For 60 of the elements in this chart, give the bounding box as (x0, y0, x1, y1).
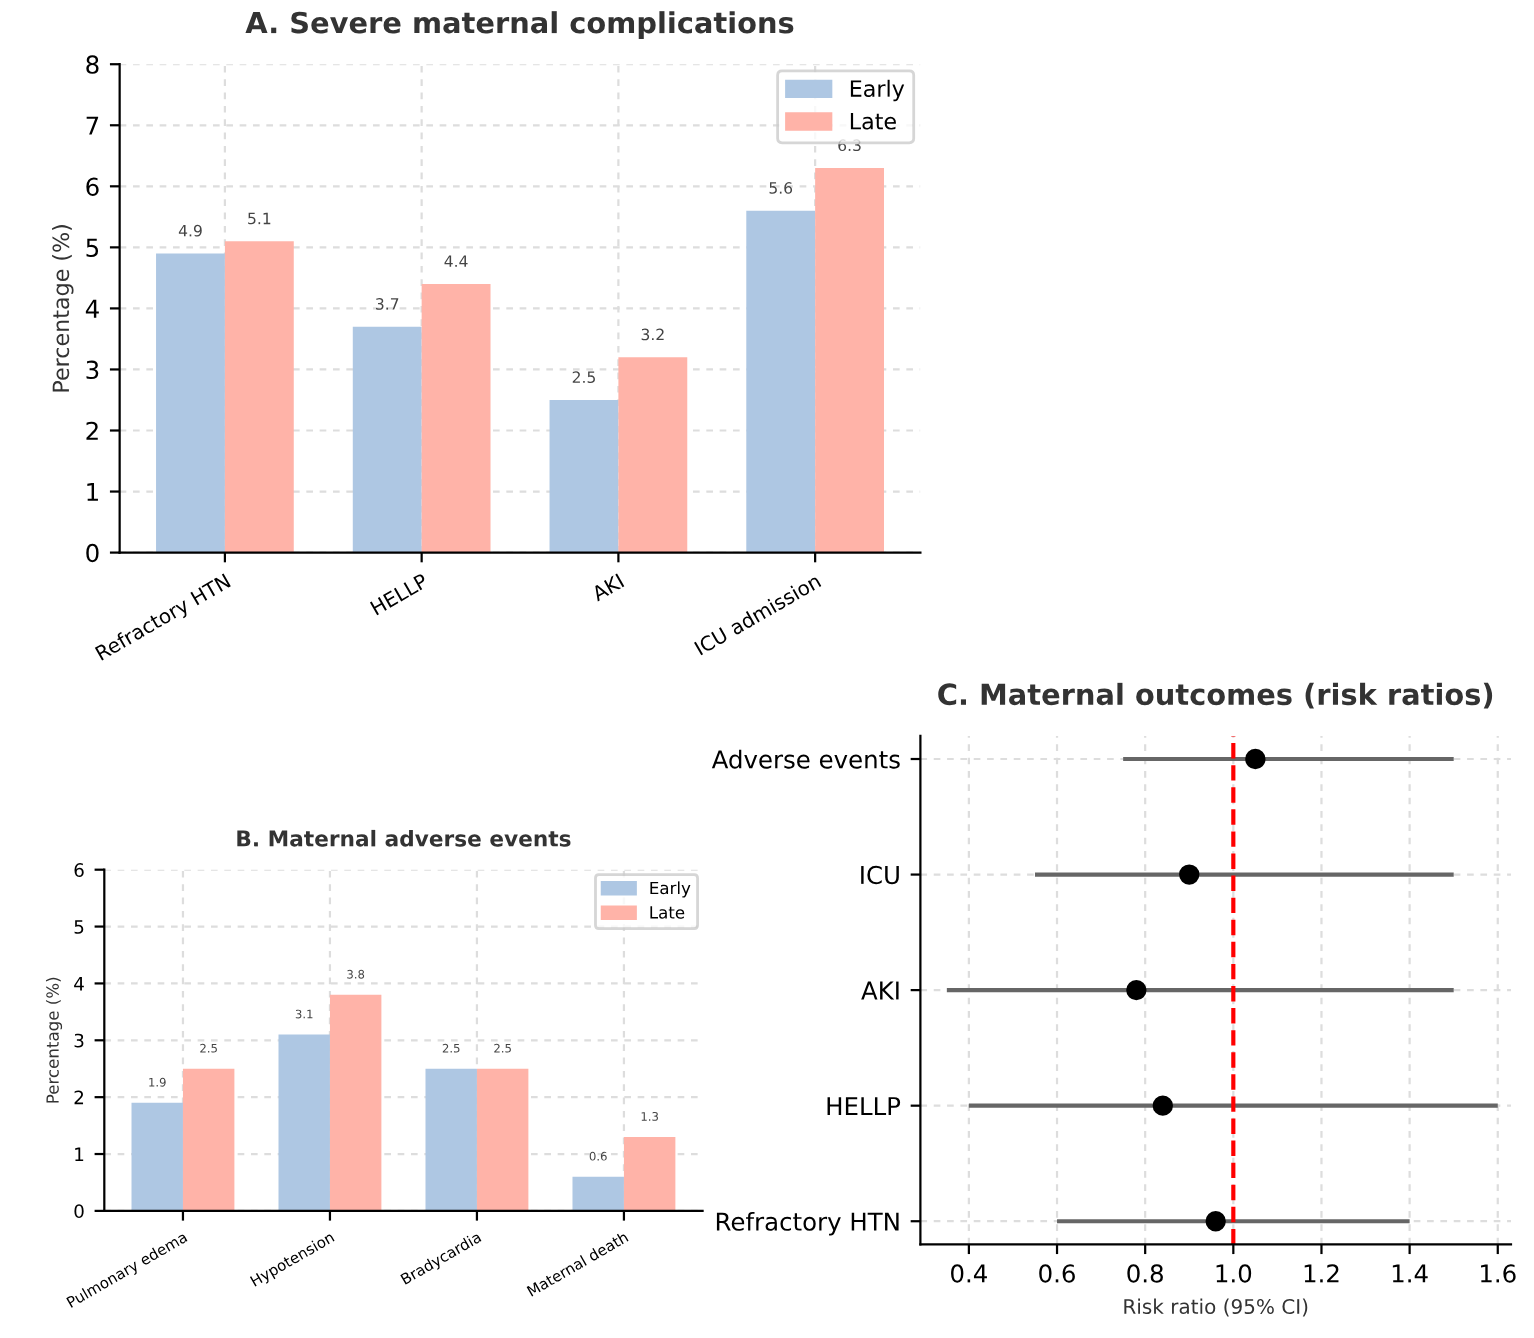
bar (746, 210, 816, 553)
y-tick-label: 5 (86, 238, 99, 257)
y-tick-label: 4 (85, 299, 99, 318)
y-tick-label: 3 (74, 1033, 84, 1048)
x-tick-label: 0.8 (1127, 1264, 1163, 1283)
x-tick-label: 1.0 (1216, 1264, 1252, 1283)
chart-title: B. Maternal adverse events (237, 829, 571, 847)
chart-title: C. Maternal outcomes (risk ratios) (938, 682, 1493, 709)
y-tick-label: 7 (86, 116, 99, 135)
point (1152, 1095, 1173, 1116)
x-tick-label: 0.6 (1039, 1264, 1075, 1283)
y-tick-label: Adverse events (711, 749, 900, 769)
y-tick-label: 2 (86, 421, 98, 440)
x-tick-label: 1.6 (1481, 1264, 1516, 1283)
bar (476, 1068, 529, 1211)
bar (131, 1102, 183, 1211)
y-tick-label: 3 (86, 360, 99, 380)
y-axis-title: Percentage (%) (45, 977, 63, 1103)
y-tick-label: 4 (74, 977, 84, 991)
chart-title: A. Severe maternal complications (245, 11, 794, 40)
y-tick-label: 0 (74, 1204, 84, 1219)
point (1179, 864, 1200, 885)
bar (224, 241, 294, 553)
x-tick-label: 1.4 (1392, 1264, 1428, 1283)
point (1245, 748, 1266, 770)
bar (623, 1136, 676, 1211)
y-tick-label: 1 (87, 483, 98, 501)
y-tick-label: Refractory HTN (716, 1211, 899, 1236)
point (1205, 1211, 1226, 1232)
bar (156, 253, 225, 553)
bar (425, 1068, 477, 1211)
y-tick-label: HELLP (827, 1097, 901, 1115)
y-tick-label: AKI (861, 981, 899, 1000)
y-tick-label: 0 (86, 543, 99, 563)
legend-label: Late (850, 113, 896, 130)
y-tick-label: 6 (86, 177, 99, 196)
x-tick-label: 0.4 (951, 1264, 987, 1283)
bar (815, 168, 884, 553)
y-axis-title: Percentage (%) (52, 225, 74, 392)
x-tick-label: AKI (590, 573, 625, 602)
legend-label: Early (850, 79, 905, 102)
y-tick-label: 8 (86, 55, 99, 74)
bar (549, 399, 619, 553)
y-tick-label: 1 (75, 1147, 84, 1161)
y-tick-label: 6 (74, 863, 84, 877)
x-axis-title: Risk ratio (95% CI) (1124, 1298, 1308, 1317)
bar (572, 1176, 624, 1211)
bar (278, 1034, 330, 1211)
bar (182, 1068, 235, 1211)
y-tick-label: ICU (861, 865, 899, 885)
y-tick-label: 2 (74, 1090, 84, 1105)
legend-label: Late (650, 906, 685, 919)
bar (352, 326, 422, 553)
bar (329, 994, 382, 1211)
point (1126, 979, 1147, 1001)
x-tick-label: 1.2 (1304, 1264, 1339, 1283)
bar (421, 283, 491, 553)
legend-label: Early (650, 881, 691, 898)
y-tick-label: 5 (74, 920, 84, 934)
bar (618, 357, 688, 553)
